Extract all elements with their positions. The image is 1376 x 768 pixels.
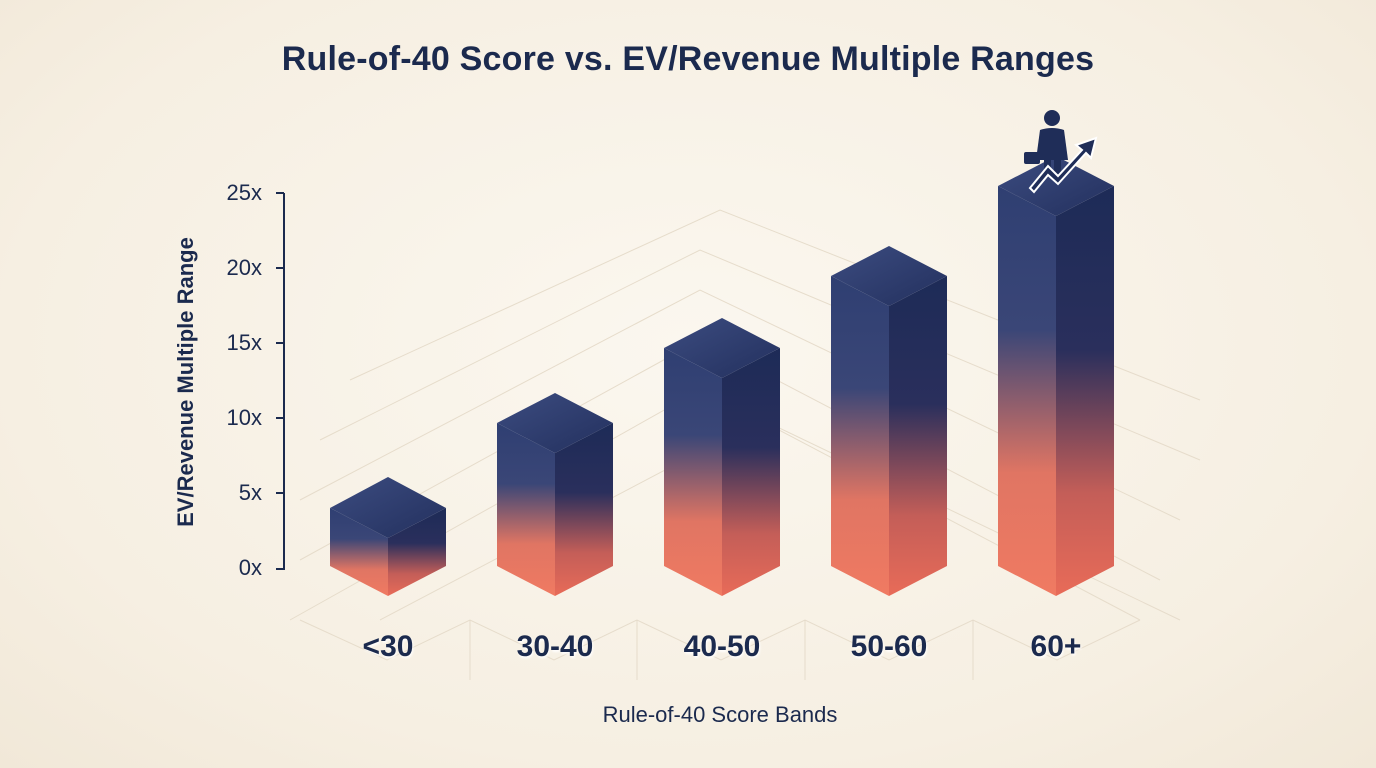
x-tick-lt30: <30	[362, 630, 414, 663]
x-tick-60plus: 60+	[1030, 630, 1082, 663]
y-tick-0: 0x	[238, 555, 262, 580]
y-tick-25: 25x	[226, 180, 262, 205]
y-tick-10: 10x	[226, 405, 262, 430]
y-tick-15: 15x	[226, 330, 262, 355]
x-axis-label: Rule-of-40 Score Bands	[602, 702, 838, 727]
x-tick-40-50: 40-50	[683, 630, 761, 663]
x-tick-50-60: 50-60	[850, 630, 928, 663]
chart-title: Rule-of-40 Score vs. EV/Revenue Multiple…	[281, 40, 1095, 78]
x-tick-30-40: 30-40	[516, 630, 594, 663]
bar-30-40[interactable]	[497, 393, 613, 596]
bar-40-50[interactable]	[664, 318, 780, 596]
y-tick-5: 5x	[238, 480, 262, 505]
bar-lt30[interactable]	[330, 477, 446, 596]
y-tick-20: 20x	[226, 255, 262, 280]
bar-60plus[interactable]	[998, 156, 1114, 596]
y-axis	[276, 192, 285, 570]
businessman-growth-icon	[1024, 110, 1098, 194]
bar-50-60[interactable]	[831, 246, 947, 596]
